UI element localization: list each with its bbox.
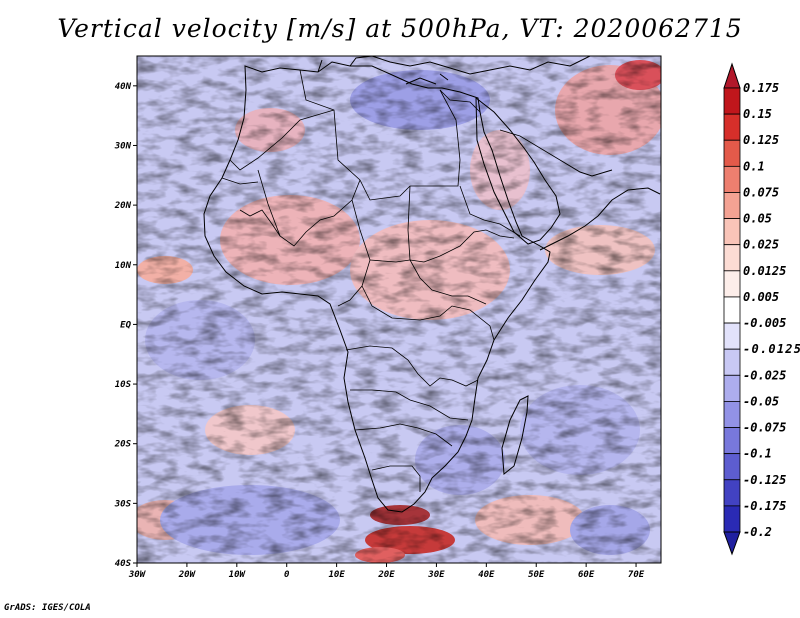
lat-tick-label: 10S (115, 380, 132, 390)
lon-tick-label: 0 (284, 570, 290, 580)
colorbar-top-arrow (723, 62, 741, 89)
lon-tick-label: 60E (578, 570, 595, 580)
colorbar-label: -0.2 (743, 525, 772, 539)
lat-tick-label: 20N (114, 201, 132, 211)
lat-tick-label: 30S (114, 499, 132, 509)
colorbar-segment (723, 244, 741, 272)
colorbar-label: -0.1 (743, 447, 772, 461)
colorbar-segment (723, 87, 741, 115)
lon-tick-label: 40E (478, 570, 495, 580)
colorbar-segment (723, 453, 741, 481)
lon-tick-label: 20W (178, 570, 197, 580)
lat-tick-label: 40S (115, 559, 132, 569)
lon-tick-label: 20E (377, 570, 395, 580)
colorbar-label: 0.175 (743, 81, 779, 95)
colorbar-segment (723, 374, 741, 402)
lon-tick-label: 10W (229, 570, 247, 580)
colorbar-segment (723, 322, 741, 350)
colorbar-segment (723, 401, 741, 428)
colorbar-label: -0.05 (743, 394, 779, 408)
colorbar-segment (723, 505, 741, 533)
chart-title: Vertical velocity [m/s] at 500hPa, VT: 2… (57, 14, 743, 43)
lon-tick-label: 70E (628, 570, 645, 580)
lat-tick-label: 30N (114, 141, 132, 151)
colorbar-label: -0.075 (743, 421, 786, 435)
colorbar-label: 0.15 (743, 107, 772, 121)
colorbar-label: -0.0125 (743, 342, 800, 356)
lon-tick-label: 50E (528, 570, 545, 580)
lon-tick-label: 30W (128, 570, 147, 580)
lon-tick-label: 30E (427, 570, 445, 580)
plot-frame (136, 55, 662, 564)
lat-tick-label: 20S (114, 440, 132, 450)
lat-tick-label: EQ (120, 320, 131, 330)
colorbar-label: -0.025 (743, 368, 786, 382)
colorbar-label: 0.0125 (743, 264, 786, 278)
colorbar-bottom-arrow (723, 531, 741, 556)
colorbar-label: 0.1 (743, 159, 765, 173)
colorbar-segment (723, 192, 741, 219)
colorbar-segment (723, 113, 741, 141)
colorbar-segment (723, 296, 741, 324)
colorbar-label: 0.075 (743, 185, 779, 199)
colorbar-label: -0.175 (743, 499, 786, 513)
colorbar: 0.175 0.15 0.125 0.1 0.075 0.05 0.025 0.0125 0.0… (723, 62, 800, 556)
lat-tick-label: 10N (115, 261, 132, 271)
colorbar-label: 0.05 (743, 212, 772, 226)
colorbar-label: 0.025 (743, 238, 779, 252)
colorbar-label: 0.005 (743, 290, 779, 304)
colorbar-segment (723, 139, 741, 167)
colorbar-label: -0.005 (743, 316, 786, 330)
colorbar-segment (723, 427, 741, 455)
colorbar-segment (723, 348, 741, 376)
colorbar-label: 0.125 (743, 133, 779, 147)
colorbar-segment (723, 165, 741, 193)
lat-tick-label: 40N (115, 82, 132, 92)
lon-tick-label: 10E (328, 570, 345, 580)
colorbar-segment (723, 479, 741, 507)
colorbar-segment (723, 218, 741, 246)
credit-label: GrADS: IGES/COLA (4, 603, 91, 613)
velocity-field (137, 56, 661, 563)
colorbar-segment (723, 270, 741, 298)
colorbar-label: -0.125 (743, 473, 786, 487)
